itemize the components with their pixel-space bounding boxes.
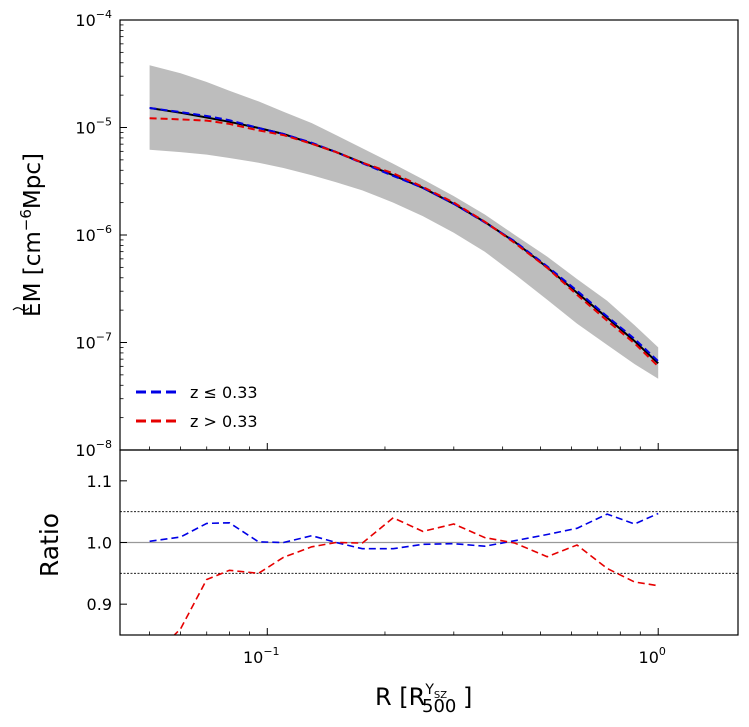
top-y-tick-label: 10−4 [75, 8, 112, 30]
top-panel: 10−410−510−610−710−8 EM [cm−6Mpc] z ≤ 0.… [12, 8, 739, 460]
ylabel-units: [cm [20, 231, 46, 282]
top-y-axis-label: EM [cm−6Mpc] [17, 153, 46, 317]
top-y-tick-exp: −4 [96, 8, 112, 21]
ylabel-main: EM [20, 283, 46, 317]
bottom-y-tick-label: 1.1 [87, 472, 112, 491]
x-tick-base: 10 [639, 648, 659, 667]
top-y-tick-exp: −7 [96, 331, 112, 344]
top-y-tick-exp: −6 [96, 223, 112, 236]
x-tick-label: 100 [639, 645, 666, 667]
x-tick-exp: 0 [659, 645, 666, 658]
ratio-line-z-low [149, 512, 659, 550]
ylabel-exponent: −6 [17, 209, 35, 231]
top-y-tick-label: 10−6 [75, 223, 112, 245]
x-tick-exp: −1 [263, 645, 279, 658]
top-y-tick-base: 10 [75, 11, 95, 30]
series-line-z-high [149, 117, 659, 368]
x-axis-label: R [RYSZ [375, 682, 447, 711]
top-y-tick-exp: −5 [96, 116, 112, 129]
x-tick-label: 10−1 [243, 645, 280, 667]
ylabel-tilde [12, 307, 30, 311]
xlabel-tail: ] [463, 683, 472, 711]
series-line-z-low [149, 107, 659, 362]
top-y-tick-base: 10 [75, 226, 95, 245]
top-y-axis: 10−410−510−610−710−8 [75, 8, 127, 460]
top-y-tick-label: 10−7 [75, 331, 112, 353]
xlabel-sup: Y [424, 682, 434, 698]
legend-label-z-high: z > 0.33 [190, 412, 258, 431]
top-y-tick-base: 10 [75, 334, 95, 353]
xlabel-main: R [R [375, 683, 425, 711]
legend-label-z-low: z ≤ 0.33 [190, 383, 258, 402]
bottom-y-axis-label: Ratio [35, 513, 64, 577]
reference-lines [120, 511, 738, 574]
bottom-y-axis: 0.9 1.0 1.1 [87, 472, 127, 614]
xlabel-sub: 500 [422, 696, 456, 717]
bottom-y-tick-label: 0.9 [87, 595, 112, 614]
legend: z ≤ 0.33 z > 0.33 [136, 383, 258, 431]
bottom-y-tick-label: 1.0 [87, 534, 112, 553]
x-tick-base: 10 [243, 648, 263, 667]
top-y-tick-base: 10 [75, 119, 95, 138]
top-y-tick-label: 10−8 [75, 438, 112, 460]
uncertainty-band [149, 65, 659, 379]
ylabel-tail: Mpc] [20, 153, 46, 209]
ratio-line-z-high [173, 516, 659, 635]
top-y-tick-exp: −8 [96, 438, 112, 451]
bottom-panel: 0.91.01.1 10−1 100 Ratio R [RYSZ 500 ] [35, 443, 739, 717]
x-axis: 10−1 100 [149, 443, 666, 667]
xlabel-supsub: SZ [434, 690, 447, 701]
top-y-tick-label: 10−5 [75, 116, 112, 138]
top-y-tick-base: 10 [75, 441, 95, 460]
